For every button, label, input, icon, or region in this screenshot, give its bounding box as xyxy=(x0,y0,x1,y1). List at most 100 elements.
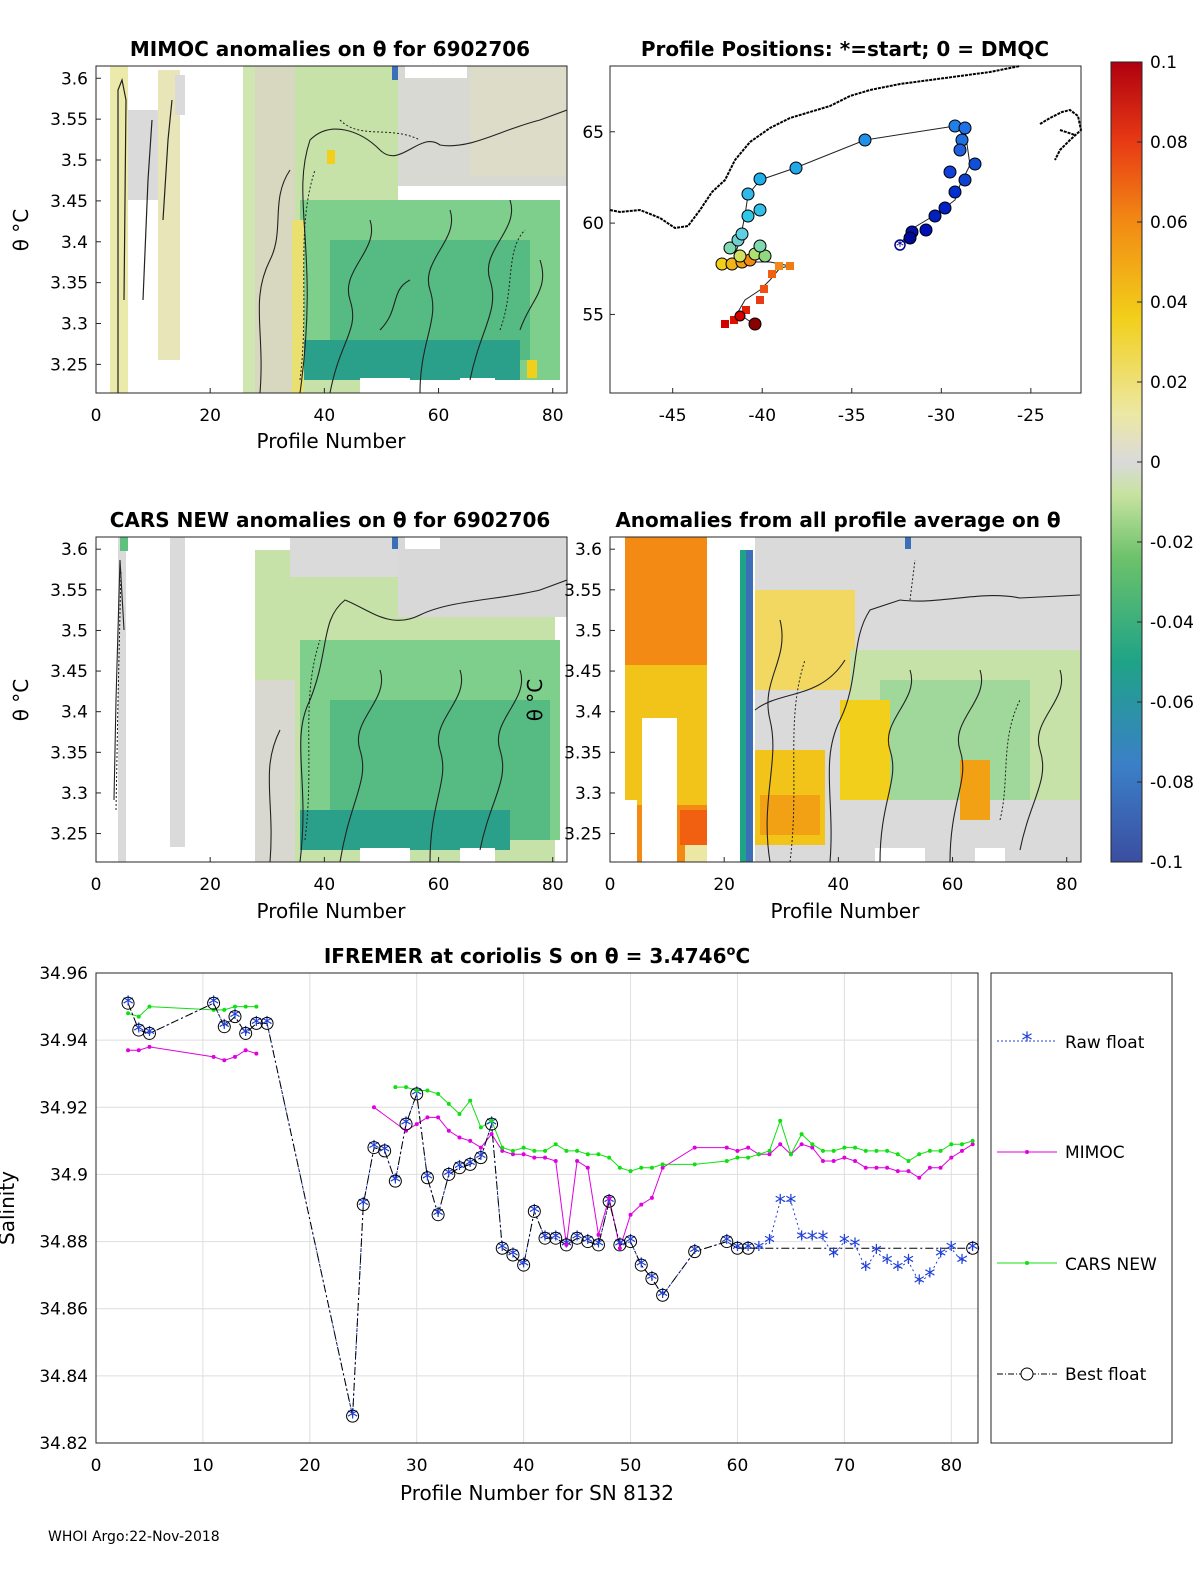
cars-x-label: Profile Number xyxy=(257,899,407,923)
mimoc-x-tick-label: 80 xyxy=(542,406,564,426)
best-float-point xyxy=(645,1272,659,1285)
mimoc-point xyxy=(799,1142,804,1147)
cars-new-point xyxy=(596,1152,601,1157)
raw-float-point: * xyxy=(850,1235,861,1260)
raw-float-point: * xyxy=(390,1171,401,1196)
best-float-point xyxy=(474,1151,488,1165)
cars-y-label: θ °C xyxy=(9,679,33,722)
mimoc-point xyxy=(874,1165,879,1170)
cars-marker-icon xyxy=(1025,1261,1029,1265)
cars-new-point xyxy=(232,1004,237,1009)
allavg-y-label: θ °C xyxy=(523,679,547,722)
mimoc-point xyxy=(468,1138,473,1143)
cars-new-point xyxy=(959,1142,964,1147)
colorbar-tick-label: 0.06 xyxy=(1150,213,1188,233)
cars-y-ticks: 3.6 3.55 3.5 3.45 3.4 3.35 3.3 3.25 xyxy=(50,540,101,845)
salinity-chart-title: IFREMER at coriolis S on θ = 3.4746oC xyxy=(324,944,750,968)
best-float-point xyxy=(527,1204,541,1218)
allavg-y-tick-label: 3.55 xyxy=(564,581,602,601)
mimoc-marker-icon xyxy=(1025,1150,1029,1154)
cars-axes-box xyxy=(95,536,568,863)
salinity-series: ** *** ** * **** ******* * * *** * *** * * * * ******* *… xyxy=(121,993,980,1431)
best-float-point xyxy=(217,1020,231,1034)
raw-float-point: * xyxy=(422,1168,433,1193)
mimoc-point xyxy=(500,1148,505,1153)
cars-new-point xyxy=(788,1152,793,1157)
raw-float-point: * xyxy=(262,1013,273,1038)
allavg-x-tick-label: 0 xyxy=(605,875,616,895)
salinity-y-label: Salinity xyxy=(0,1171,19,1245)
cars-x-tick-label: 60 xyxy=(428,875,450,895)
raw-float-point: * xyxy=(892,1258,903,1283)
raw-float-point: * xyxy=(401,1114,412,1139)
cars-new-point xyxy=(842,1145,847,1150)
cars-new-point xyxy=(735,1155,740,1160)
profile-positions-panel: Profile Positions: *=start; 0 = DMQC xyxy=(582,37,1083,426)
best-float-point xyxy=(602,1194,616,1208)
mimoc-point xyxy=(820,1159,825,1163)
mimoc-point xyxy=(767,1152,772,1157)
cars-new-point xyxy=(649,1165,654,1170)
positions-panel-title: Profile Positions: *=start; 0 = DMQC xyxy=(641,37,1049,61)
raw-float-point: * xyxy=(518,1255,529,1280)
mimoc-y-label: θ °C xyxy=(9,209,33,252)
best-float-point xyxy=(656,1288,670,1302)
cars-x-tick-label: 80 xyxy=(542,875,564,895)
best-float-point xyxy=(420,1171,434,1185)
positions-x-tick-label: -45 xyxy=(659,406,687,426)
salinity-y-tick-label: 34.94 xyxy=(39,1031,88,1051)
mimoc-x-tick-label: 0 xyxy=(91,406,102,426)
mimoc-y-tick-label: 3.25 xyxy=(50,355,88,375)
cars-new-point xyxy=(425,1088,430,1093)
mimoc-point xyxy=(254,1051,259,1056)
raw-float-point: * xyxy=(144,1023,155,1048)
legend-box xyxy=(990,972,1173,1444)
mimoc-point xyxy=(585,1165,590,1170)
raw-float-point: * xyxy=(454,1158,465,1183)
positions-x-tick-label: -35 xyxy=(838,406,866,426)
colorbar-tick-label: 0 xyxy=(1150,453,1161,473)
raw-float-point: * xyxy=(229,1007,240,1032)
salinity-x-label: Profile Number for SN 8132 xyxy=(400,1481,674,1505)
cars-y-tick-label: 3.35 xyxy=(50,743,88,763)
salinity-x-tick-label: 40 xyxy=(513,1456,535,1476)
cars-new-point xyxy=(254,1004,259,1009)
colorbar-gradient xyxy=(1110,61,1143,863)
best-float-point xyxy=(356,1198,370,1212)
mimoc-point xyxy=(232,1054,237,1059)
positions-y-tick-label: 60 xyxy=(582,214,604,234)
raw-float-point: * xyxy=(775,1191,786,1216)
cars-new-point xyxy=(211,1007,216,1012)
salinity-y-tick-label: 34.82 xyxy=(39,1434,88,1454)
raw-float-point: * xyxy=(860,1258,871,1283)
raw-float-point: * xyxy=(604,1191,615,1216)
allavg-x-label: Profile Number xyxy=(771,899,921,923)
raw-float-point: * xyxy=(465,1154,476,1179)
cars-new-point xyxy=(414,1088,419,1093)
mimoc-point xyxy=(553,1159,558,1163)
raw-float-point: * xyxy=(433,1205,444,1230)
raw-float-point: * xyxy=(208,993,219,1018)
best-float-point xyxy=(378,1144,392,1158)
cars-new-point xyxy=(510,1148,515,1153)
mimoc-x-label: Profile Number xyxy=(257,429,407,453)
best-float-point xyxy=(559,1238,573,1252)
raw-float-point: * xyxy=(411,1084,422,1109)
mimoc-point xyxy=(575,1159,580,1163)
salinity-x-tick-label: 20 xyxy=(299,1456,321,1476)
mimoc-y-ticks: 3.6 3.55 3.5 3.45 3.4 3.35 3.3 3.25 xyxy=(50,69,101,375)
mimoc-y-tick-label: 3.55 xyxy=(50,110,88,130)
raw-float-point: * xyxy=(572,1228,583,1253)
colorbar-tick-label: -0.02 xyxy=(1150,533,1194,553)
raw-float-point: * xyxy=(764,1232,775,1257)
best-float-point xyxy=(966,1241,980,1255)
mimoc-y-tick-label: 3.3 xyxy=(61,315,88,335)
cars-new-point xyxy=(917,1152,922,1157)
best-float-point xyxy=(431,1208,445,1222)
raw-float-line xyxy=(127,1002,974,1417)
cars-new-point xyxy=(906,1159,911,1163)
mimoc-point xyxy=(895,1169,900,1174)
salinity-x-tick-label: 50 xyxy=(620,1456,642,1476)
best-float-point xyxy=(249,1016,263,1030)
